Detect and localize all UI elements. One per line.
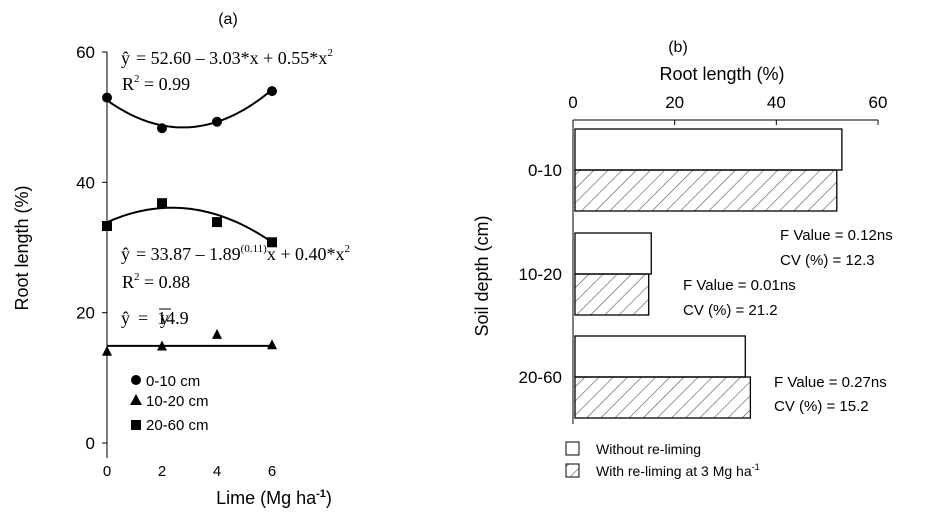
eq-10-20-hat: ŷ [121, 308, 130, 328]
panel-b-legend: Without re-liming With re-liming at 3 Mg… [565, 441, 760, 479]
x-tick-label: 4 [213, 463, 221, 480]
panel-b-label: (b) [668, 39, 688, 56]
legend-label-10-20: 10-20 cm [146, 393, 209, 410]
data-point-triangle [102, 345, 112, 356]
eq-20-60: = 33.87 – 1.89(0.11)x + 0.40*x2 [136, 243, 350, 264]
legend-label-20-60: 20-60 cm [146, 417, 209, 434]
legend-with-reliming-swatch [565, 463, 580, 478]
bar-without-reliming [574, 232, 652, 275]
cv-text: CV (%) = 15.2 [774, 398, 869, 415]
eq-0-10: = 52.60 – 3.03*x + 0.55*x2 [136, 47, 333, 68]
category-label: 20-60 [519, 368, 562, 387]
x-tick-label: 60 [869, 93, 888, 112]
x-tick-label: 2 [158, 463, 166, 480]
data-point-square [267, 237, 277, 248]
panel-a-y-axis-label: Root length (%) [12, 185, 32, 310]
eq-20-60-hat: ŷ [121, 244, 130, 264]
legend-with-reliming-label: With re-liming at 3 Mg ha-1 [596, 462, 760, 479]
fit-curve-20-60-cm [106, 206, 273, 244]
y-tick-label: 40 [76, 173, 95, 192]
data-point-circle [267, 86, 277, 97]
cv-text: CV (%) = 21.2 [683, 302, 778, 319]
data-point-triangle [157, 340, 167, 351]
r2-0-10: R2 = 0.99 [122, 73, 190, 94]
x-tick-label: 0 [568, 93, 577, 112]
data-point-square [102, 220, 112, 231]
category-label: 0-10 [528, 161, 562, 180]
x-tick-label: 6 [268, 463, 276, 480]
eq-10-20: = 14.9 [138, 308, 189, 328]
x-tick-label: 40 [767, 93, 786, 112]
bar-with-reliming [574, 273, 650, 316]
bar-without-reliming [574, 128, 843, 171]
data-point-triangle [212, 328, 222, 339]
panel-b-x-axis-label: Root length (%) [659, 64, 784, 84]
data-point-circle [102, 92, 112, 103]
eq-0-10-hat: ŷ [121, 48, 130, 68]
bar-with-reliming [574, 376, 752, 419]
data-point-square [157, 198, 167, 209]
x-tick-label: 20 [665, 93, 684, 112]
y-tick-label: 60 [76, 43, 95, 62]
legend-triangle-marker [130, 394, 142, 405]
panel-a-legend: 0-10 cm 10-20 cm 20-60 cm [130, 373, 209, 434]
panel-b-y-axis-label: Soil depth (cm) [472, 215, 492, 336]
r2-20-60: R2 = 0.88 [122, 271, 190, 292]
legend-circle-marker [131, 375, 141, 385]
bar-without-reliming [574, 335, 746, 378]
data-point-circle [212, 116, 222, 127]
f-value-text: F Value = 0.27ns [774, 374, 887, 391]
cv-text: CV (%) = 12.3 [780, 252, 875, 269]
bar-with-reliming [574, 169, 838, 212]
legend-square-marker [131, 420, 141, 430]
panel-a-label: (a) [218, 11, 238, 28]
legend-without-reliming-swatch [565, 441, 580, 456]
y-tick-label: 0 [86, 434, 95, 453]
data-point-circle [157, 123, 167, 134]
x-tick-label: 0 [103, 463, 111, 480]
f-value-text: F Value = 0.01ns [683, 277, 796, 294]
legend-label-0-10: 0-10 cm [146, 373, 200, 390]
fit-curve-0-10-cm [106, 88, 273, 129]
category-label: 10-20 [519, 265, 562, 284]
panel-a-x-axis-label: Lime (Mg ha-1) [216, 488, 332, 508]
data-point-square [212, 217, 222, 228]
panel-a-chart: (a) Root length (%) Lime (Mg ha-1) 02040… [12, 11, 350, 508]
legend-without-reliming-label: Without re-liming [596, 441, 701, 457]
data-point-triangle [267, 339, 277, 350]
f-value-text: F Value = 0.12ns [780, 227, 893, 244]
eq-10-20-ybar: y [160, 308, 169, 328]
y-tick-label: 20 [76, 304, 95, 323]
panel-b-chart: (b) Root length (%) Soil depth (cm) 0 20 4… [472, 39, 893, 479]
